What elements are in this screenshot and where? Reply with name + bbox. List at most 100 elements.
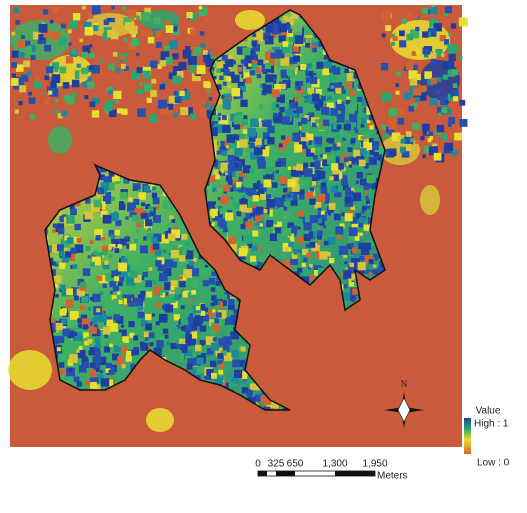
raster-cell [218, 370, 223, 375]
raster-cell [454, 133, 462, 141]
raster-cell [63, 95, 70, 102]
raster-cell [13, 7, 19, 13]
raster-cell [44, 75, 49, 80]
raster-cell [60, 369, 66, 375]
raster-cell [133, 199, 139, 205]
raster-cell [322, 68, 329, 75]
raster-cell [256, 207, 264, 215]
raster-cell [299, 179, 304, 184]
raster-cell [355, 111, 358, 114]
raster-cell [287, 194, 291, 198]
raster-cell [181, 305, 185, 309]
raster-cell [290, 236, 294, 240]
raster-cell [145, 337, 149, 341]
raster-cell [228, 85, 231, 88]
raster-cell [215, 205, 218, 208]
raster-cell [179, 332, 186, 339]
raster-cell [282, 116, 290, 124]
raster-cell [348, 147, 353, 152]
raster-cell [64, 248, 67, 251]
raster-cell [278, 112, 282, 116]
raster-cell [123, 38, 127, 42]
raster-cell [82, 355, 86, 359]
raster-cell [331, 186, 337, 192]
raster-cell [349, 164, 352, 167]
raster-cell [302, 263, 306, 267]
raster-cell [56, 323, 63, 330]
raster-cell [322, 161, 327, 166]
raster-cell [449, 54, 456, 61]
raster-cell [66, 56, 73, 63]
raster-cell [211, 272, 215, 276]
raster-cell [345, 134, 350, 139]
raster-cell [207, 90, 211, 94]
raster-cell [338, 111, 341, 114]
raster-cell [325, 193, 329, 197]
raster-cell [246, 77, 252, 83]
raster-cell [253, 195, 259, 201]
raster-cell [149, 332, 155, 338]
raster-cell [295, 136, 301, 142]
raster-cell [324, 229, 328, 233]
raster-cell [241, 224, 246, 229]
raster-cell [159, 273, 168, 282]
raster-cell [303, 258, 307, 262]
raster-cell [245, 213, 251, 219]
raster-cell [301, 125, 308, 132]
patch [48, 126, 72, 154]
raster-cell [74, 296, 79, 301]
raster-cell [174, 113, 178, 117]
raster-cell [89, 370, 96, 377]
raster-cell [113, 91, 121, 99]
raster-cell [211, 287, 216, 292]
raster-cell [170, 343, 176, 349]
raster-cell [138, 192, 145, 199]
patch [8, 350, 52, 390]
raster-cell [114, 276, 119, 281]
raster-cell [206, 19, 209, 22]
raster-cell [108, 63, 114, 69]
raster-cell [273, 209, 281, 217]
raster-cell [138, 311, 145, 318]
raster-cell [389, 108, 397, 116]
raster-cell [69, 334, 73, 338]
raster-cell [172, 219, 176, 223]
raster-cell [225, 212, 233, 220]
raster-cell [185, 334, 192, 341]
raster-cell [222, 125, 230, 133]
raster-cell [126, 277, 135, 286]
raster-cell [117, 356, 124, 363]
raster-cell [89, 65, 94, 70]
raster-cell [109, 254, 112, 257]
raster-cell [344, 157, 349, 162]
raster-cell [85, 380, 90, 385]
raster-cell [335, 209, 339, 213]
raster-cell [71, 247, 77, 253]
raster-cell [195, 345, 202, 352]
raster-cell [126, 351, 131, 356]
raster-cell [286, 22, 290, 26]
raster-cell [159, 314, 168, 323]
raster-cell [334, 214, 341, 221]
raster-cell [286, 109, 294, 117]
raster-cell [246, 221, 253, 228]
raster-cell [343, 254, 347, 258]
raster-cell [108, 246, 112, 250]
raster-cell [141, 202, 145, 206]
raster-cell [71, 50, 76, 55]
raster-cell [307, 63, 312, 68]
raster-cell [68, 43, 71, 46]
raster-cell [92, 294, 100, 302]
raster-cell [228, 299, 235, 306]
raster-cell [311, 145, 314, 148]
raster-cell [239, 139, 247, 147]
raster-cell [72, 80, 79, 87]
raster-cell [89, 53, 95, 59]
raster-cell [366, 200, 370, 204]
raster-cell [369, 259, 374, 264]
raster-cell [329, 147, 332, 150]
raster-cell [189, 261, 194, 266]
raster-cell [346, 120, 350, 124]
raster-cell [345, 232, 348, 235]
raster-cell [22, 48, 25, 51]
